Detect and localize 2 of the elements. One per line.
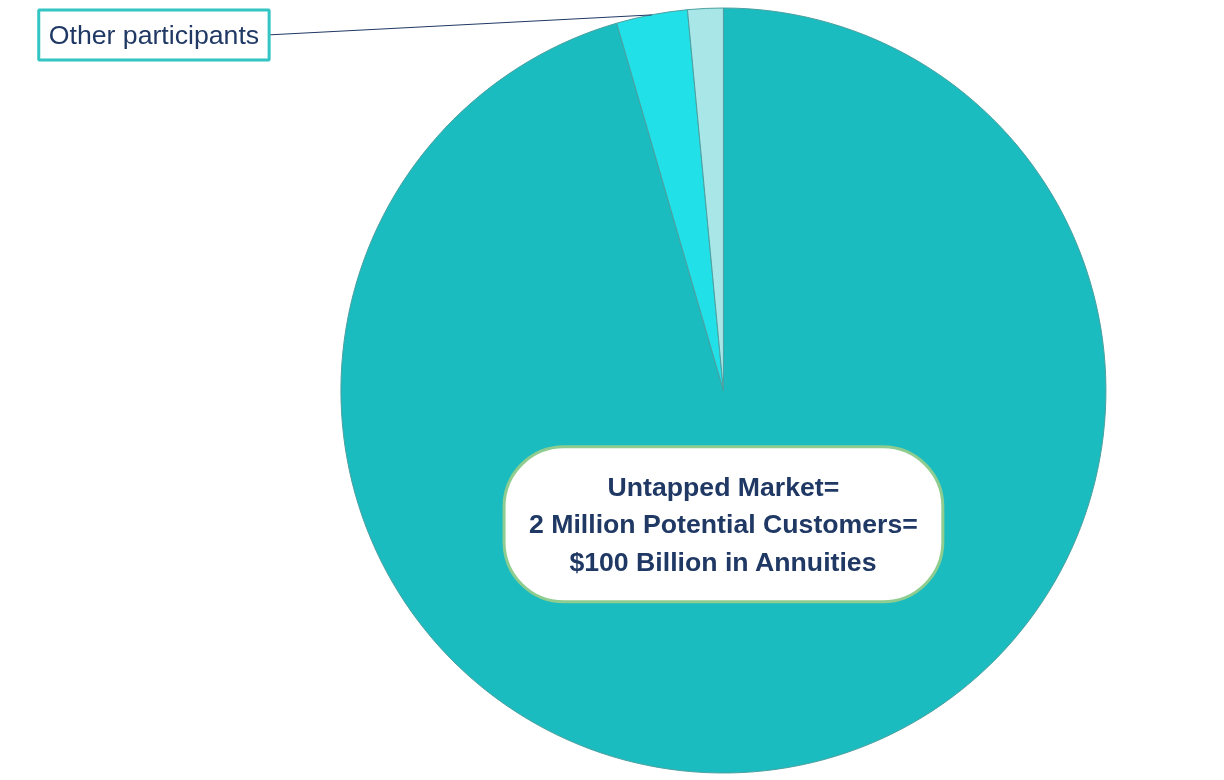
- slice-label: Other participants: [48, 19, 260, 50]
- text: Untapped Market= 2 Million Potential Customers= $100 Billion in Annuities: [529, 471, 918, 577]
